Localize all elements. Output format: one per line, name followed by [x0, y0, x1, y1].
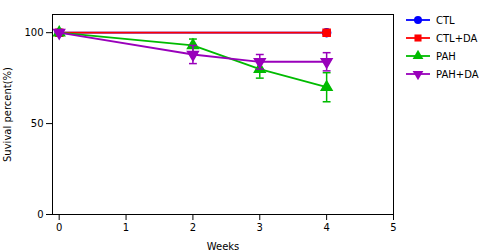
svg-text:4: 4	[323, 222, 329, 233]
html-text:CTL: CTL	[436, 14, 455, 26]
html-text:PAH: PAH	[436, 50, 456, 62]
svg-text:3: 3	[257, 222, 263, 233]
svg-text:50: 50	[31, 118, 44, 129]
svg-text:2: 2	[190, 222, 196, 233]
svg-text:Suvival percent(%): Suvival percent(%)	[2, 67, 13, 162]
svg-text:Weeks: Weeks	[207, 241, 240, 252]
svg-text:5: 5	[390, 222, 396, 233]
svg-text:0: 0	[37, 209, 43, 220]
html-text:PAH+DA: PAH+DA	[436, 68, 479, 80]
svg-text:1: 1	[123, 222, 129, 233]
svg-text:0: 0	[56, 222, 62, 233]
svg-text:100: 100	[24, 27, 43, 38]
html-text:CTL+DA: CTL+DA	[436, 32, 478, 44]
